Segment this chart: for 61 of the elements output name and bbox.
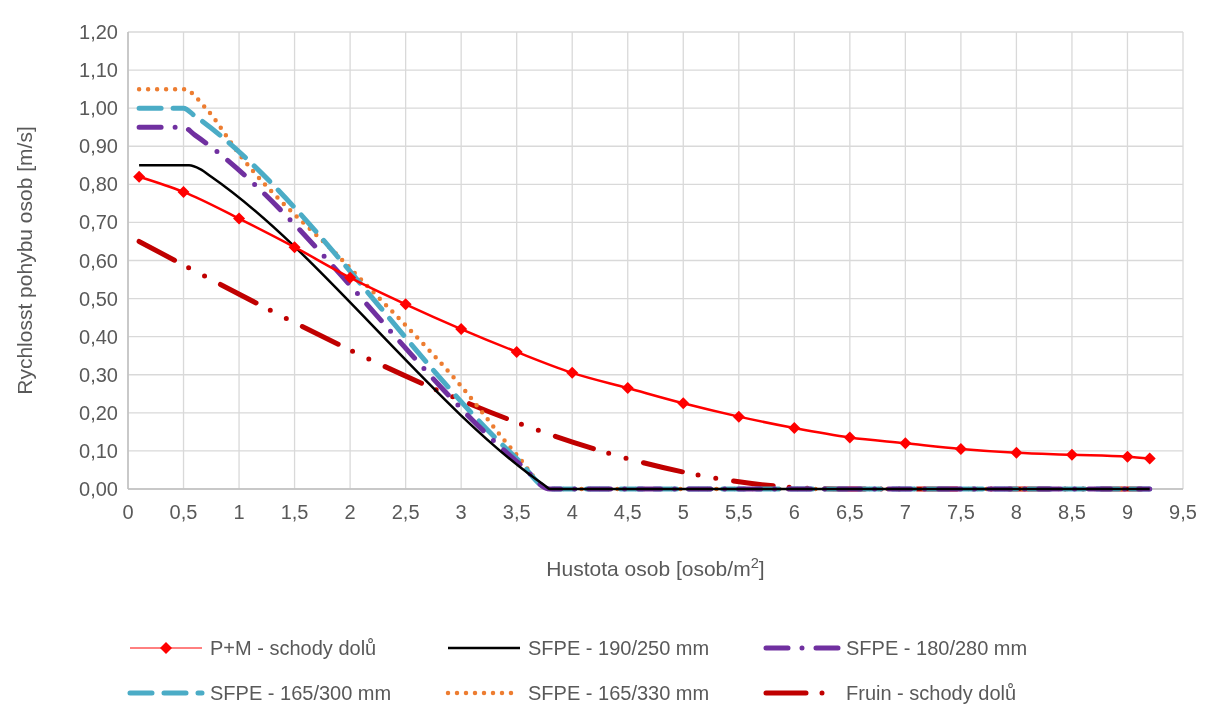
x-tick-label: 3 (455, 501, 467, 523)
point (177, 185, 190, 198)
x-axis-title: Hustota osob [osob/m$^{2}$] (546, 555, 765, 580)
x-tick-label: 8,5 (1058, 501, 1086, 523)
legend-label: P+M - schody dolů (210, 637, 377, 659)
point (1143, 452, 1156, 465)
point (233, 212, 246, 225)
x-tick-label: 9 (1121, 501, 1134, 523)
legend-label: SFPE - 165/300 mm (210, 682, 392, 704)
legend-label: SFPE - 180/280 mm (846, 637, 1028, 659)
x-tick-label: 6,5 (835, 501, 864, 523)
x-tick-label: 1,5 (280, 501, 309, 523)
point (677, 397, 690, 410)
point (788, 422, 801, 435)
point (455, 323, 468, 336)
x-tick-label: 7,5 (946, 501, 975, 523)
x-tick-label: 8 (1010, 501, 1022, 523)
point (566, 366, 579, 379)
x-tick-label: 2,5 (391, 501, 420, 523)
x-tick-label: 4 (566, 501, 578, 523)
y-tick-label: 0,00 (79, 478, 118, 500)
point (954, 443, 967, 456)
y-tick-label: 0,80 (79, 173, 118, 196)
y-tick-label: 0,20 (79, 401, 118, 424)
y-tick-label: 0,60 (79, 249, 118, 272)
x-tick-label: 5,5 (724, 501, 753, 523)
y-tick-label: 0,70 (79, 211, 118, 234)
point (288, 241, 301, 254)
x-tick-label: 2 (344, 501, 356, 523)
x-tick-label: 9,5 (1169, 501, 1197, 523)
y-axis-title: Rychlosst pohybu osob [m/s] (13, 126, 36, 395)
point (399, 298, 412, 311)
point (732, 410, 745, 423)
y-tick-label: 0,50 (79, 287, 118, 310)
y-tick-label: 0,30 (79, 363, 118, 386)
x-tick-label: 6 (788, 501, 800, 523)
y-tick-label: 1,00 (79, 97, 118, 120)
x-tick-label: 5 (677, 501, 689, 523)
y-tick-label: 0,40 (79, 325, 118, 348)
point (510, 345, 523, 358)
point (899, 437, 912, 450)
x-tick-label: 7 (899, 501, 911, 523)
x-tick-label: 0 (122, 501, 134, 523)
point (344, 271, 357, 284)
point (1121, 450, 1134, 463)
x-tick-label: 1 (233, 501, 245, 523)
y-tick-label: 0,90 (79, 135, 118, 158)
point (1010, 446, 1023, 459)
point (621, 382, 634, 395)
point (843, 431, 856, 444)
x-tick-label: 3,5 (502, 501, 531, 523)
y-tick-label: 1,20 (79, 21, 118, 43)
legend-label: SFPE - 165/330 mm (528, 682, 710, 704)
y-tick-label: 1,10 (79, 59, 118, 82)
x-tick-label: 0,5 (169, 501, 198, 523)
legend-label: SFPE - 190/250 mm (528, 637, 710, 659)
point (133, 170, 146, 183)
legend-label: Fruin - schody dolů (846, 682, 1017, 704)
point (1065, 448, 1078, 461)
y-tick-label: 0,10 (79, 439, 118, 462)
x-tick-label: 4,5 (613, 501, 642, 523)
